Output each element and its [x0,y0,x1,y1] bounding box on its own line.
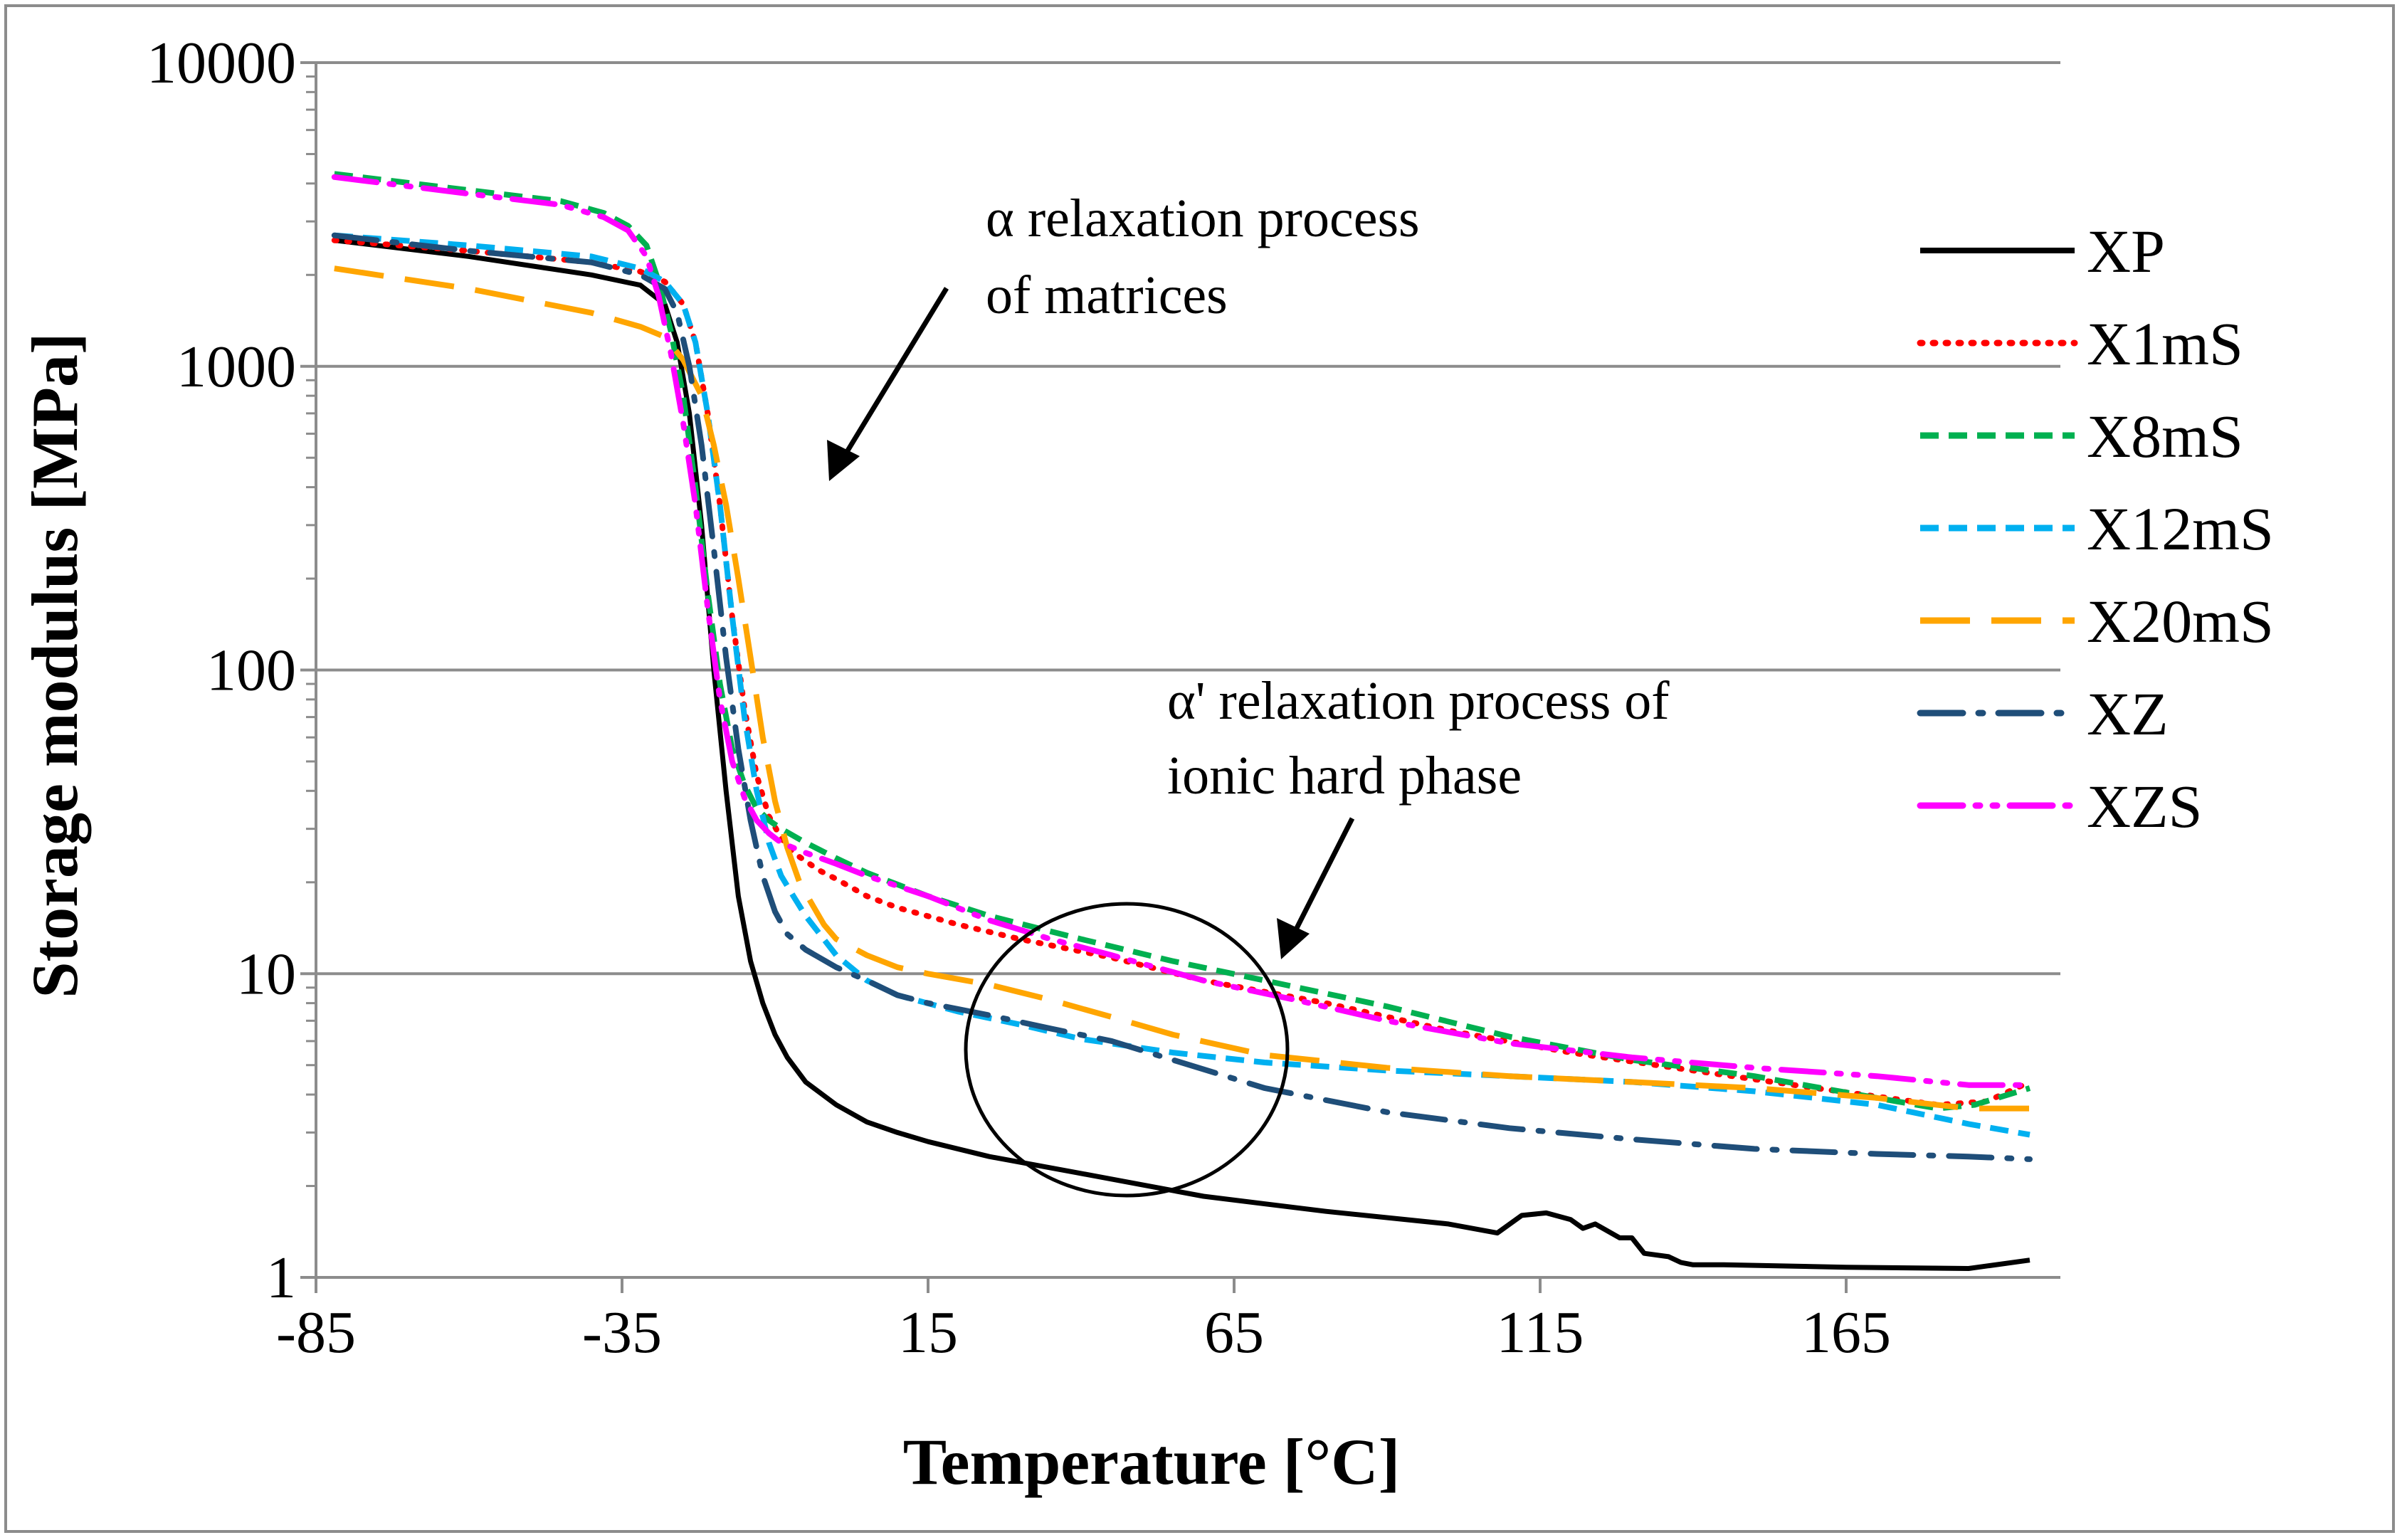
highlight-circle [964,902,1290,1198]
series-lines [331,171,2033,1271]
x-tick-label: 115 [1497,1299,1584,1366]
annotation-alpha-line-1: α relaxation process [986,189,1420,248]
series-line-xz [331,232,2033,1162]
x-tick-label: 15 [898,1299,958,1366]
x-tick-label: 65 [1204,1299,1264,1366]
annotation-alpha: α relaxation process of matrices [827,189,1420,481]
x-tick-label: -85 [276,1299,356,1366]
y-tick-label: 1 [266,1245,296,1311]
legend-label-x8ms: X8mS [2087,402,2243,470]
legend-label-x1ms: X1mS [2087,310,2243,378]
x-tick-label: -35 [582,1299,662,1366]
legend: XP X1mS X8mS X12mS X20mS XZ XZS [1917,217,2274,840]
annotation-alpha-prime-line-1: α' relaxation process of [1167,671,1670,731]
axes: 1 10 100 1000 10000 -85 -35 15 65 115 165 [147,30,2060,1366]
y-tick-label: 1000 [177,334,296,400]
legend-label-x12ms: X12mS [2087,495,2274,563]
x-axis-title: Temperature [°C] [903,1425,1401,1498]
annotation-alpha-arrowhead [827,440,860,481]
annotation-alpha-arrow [839,287,949,463]
annotation-alpha-prime-arrowhead [1277,918,1310,959]
legend-label-xp: XP [2087,217,2165,285]
y-tick-label: 100 [206,638,296,704]
annotation-alpha-prime-arrow [1289,817,1355,939]
series-line-xzs [331,174,2033,1088]
legend-label-xz: XZ [2087,680,2169,748]
y-axis-title: Storage modulus [MPa] [19,332,91,998]
y-tick-label: 10000 [147,30,296,96]
legend-label-x20ms: X20mS [2087,587,2274,655]
x-tick-label: 165 [1801,1299,1891,1366]
annotation-alpha-prime: α' relaxation process of ionic hard phas… [964,671,1670,1198]
annotation-alpha-prime-line-2: ionic hard phase [1167,746,1522,806]
chart-frame [4,4,2395,1533]
y-tick-label: 10 [236,941,296,1007]
legend-label-xzs: XZS [2087,772,2202,840]
annotation-alpha-line-2: of matrices [986,265,1228,325]
